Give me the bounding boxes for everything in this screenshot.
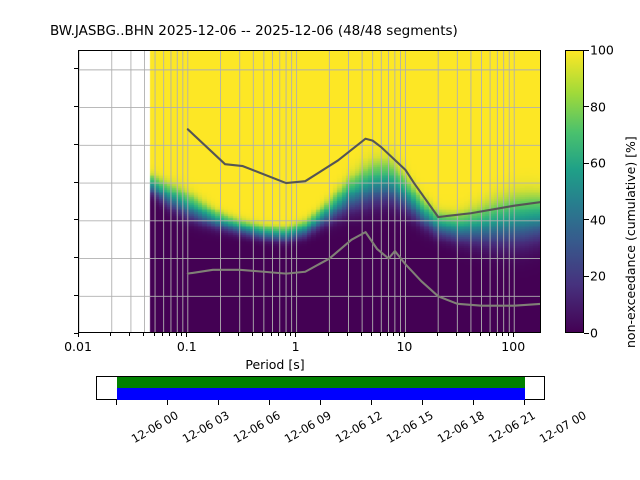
timeline-tick-label: 12-07 00 <box>536 408 589 446</box>
grid-lines <box>79 51 540 332</box>
timeline-tick-mark <box>319 400 321 405</box>
y-tick-mark <box>74 257 78 259</box>
x-minor-tick <box>371 333 373 336</box>
x-minor-tick <box>129 333 131 336</box>
x-minor-tick <box>143 333 144 336</box>
timeline-tick-mark <box>421 400 423 405</box>
colorbar-tick-mark <box>584 275 589 277</box>
timeline-tick-label: 12-06 21 <box>485 408 538 446</box>
timeline-tick-mark <box>166 400 168 405</box>
x-minor-tick <box>436 333 438 336</box>
x-minor-tick <box>278 333 280 336</box>
x-minor-tick <box>488 333 490 336</box>
timeline-psd-bar <box>117 388 525 400</box>
colorbar-tick-mark <box>584 162 589 164</box>
x-minor-tick <box>360 333 362 336</box>
x-minor-tick <box>290 333 292 336</box>
x-minor-tick <box>110 333 112 336</box>
y-tick-mark <box>74 181 78 183</box>
x-minor-tick <box>507 333 509 336</box>
timeline-data-bar <box>117 377 525 388</box>
x-axis-label: Period [s] <box>245 357 305 372</box>
colorbar-tick-mark <box>584 106 589 108</box>
colorbar-tick-label: 40 <box>590 212 606 228</box>
timeline-tick-mark <box>217 400 219 405</box>
x-tick-label: 0.1 <box>176 339 197 354</box>
y-tick-mark <box>74 106 78 108</box>
noise-model-lines <box>186 128 540 307</box>
colorbar-label: non-exceedance (cumulative) [%] <box>623 136 638 348</box>
y-tick-mark <box>74 68 78 70</box>
x-minor-tick <box>284 333 286 336</box>
timeline-tick-label: 12-06 12 <box>332 408 385 446</box>
ppsd-histogram-canvas <box>79 51 540 332</box>
x-tick-label: 0.01 <box>64 339 92 354</box>
x-tick-label: 1 <box>291 339 300 354</box>
x-minor-tick <box>327 333 329 336</box>
x-minor-tick <box>169 333 171 336</box>
x-tick-label: 10 <box>396 339 413 354</box>
timeline-tick-mark <box>472 400 474 405</box>
plot-clip <box>79 51 540 332</box>
x-minor-tick <box>238 333 240 336</box>
colorbar <box>565 50 584 333</box>
x-minor-tick <box>251 333 253 336</box>
colorbar-tick-mark <box>584 49 589 51</box>
x-tick-mark <box>186 333 188 337</box>
timeline-tick-label: 12-06 18 <box>434 408 487 446</box>
x-minor-tick <box>175 333 177 336</box>
x-minor-tick <box>479 333 481 336</box>
x-minor-tick <box>502 333 504 336</box>
colorbar-tick-label: 100 <box>590 42 614 58</box>
x-minor-tick <box>270 333 272 336</box>
x-tick-label: 100 <box>501 339 526 354</box>
timeline-tick-mark <box>115 400 117 405</box>
colorbar-tick-label: 20 <box>590 268 606 284</box>
x-minor-tick <box>469 333 471 336</box>
x-minor-tick <box>379 333 381 336</box>
x-minor-tick <box>181 333 183 336</box>
x-tick-mark <box>77 333 79 337</box>
colorbar-tick-label: 0 <box>590 325 598 341</box>
x-tick-mark <box>403 333 405 337</box>
colorbar-tick-label: 60 <box>590 155 606 171</box>
x-minor-tick <box>347 333 349 336</box>
y-tick-mark <box>74 143 78 145</box>
colorbar-tick-mark <box>584 219 589 221</box>
timeline-tick-mark <box>268 400 270 405</box>
x-minor-tick <box>398 333 400 336</box>
timeline-tick-label: 12-06 15 <box>383 408 436 446</box>
x-minor-tick <box>455 333 457 336</box>
x-minor-tick <box>387 333 389 336</box>
x-tick-mark <box>295 333 297 337</box>
x-minor-tick <box>153 333 155 336</box>
colorbar-tick-mark <box>584 332 589 334</box>
x-minor-tick <box>495 333 497 336</box>
timeline-box <box>96 376 545 400</box>
chart-title: BW.JASBG..BHN 2025-12-06 -- 2025-12-06 (… <box>50 23 458 39</box>
timeline-tick-label: 12-06 06 <box>230 408 283 446</box>
y-tick-mark <box>74 332 78 334</box>
timeline-tick-label: 12-06 09 <box>281 408 334 446</box>
timeline-tick-label: 12-06 03 <box>179 408 232 446</box>
x-minor-tick <box>393 333 395 336</box>
y-tick-mark <box>74 219 78 221</box>
ppsd-plot-area <box>78 50 541 333</box>
colorbar-tick-label: 80 <box>590 99 606 115</box>
x-minor-tick <box>162 333 164 336</box>
x-minor-tick <box>219 333 221 336</box>
x-tick-mark <box>512 333 514 337</box>
timeline-tick-label: 12-06 00 <box>128 408 181 446</box>
timeline-tick-mark <box>523 400 525 405</box>
timeline-tick-mark <box>370 400 372 405</box>
x-minor-tick <box>262 333 264 336</box>
y-tick-mark <box>74 294 78 296</box>
